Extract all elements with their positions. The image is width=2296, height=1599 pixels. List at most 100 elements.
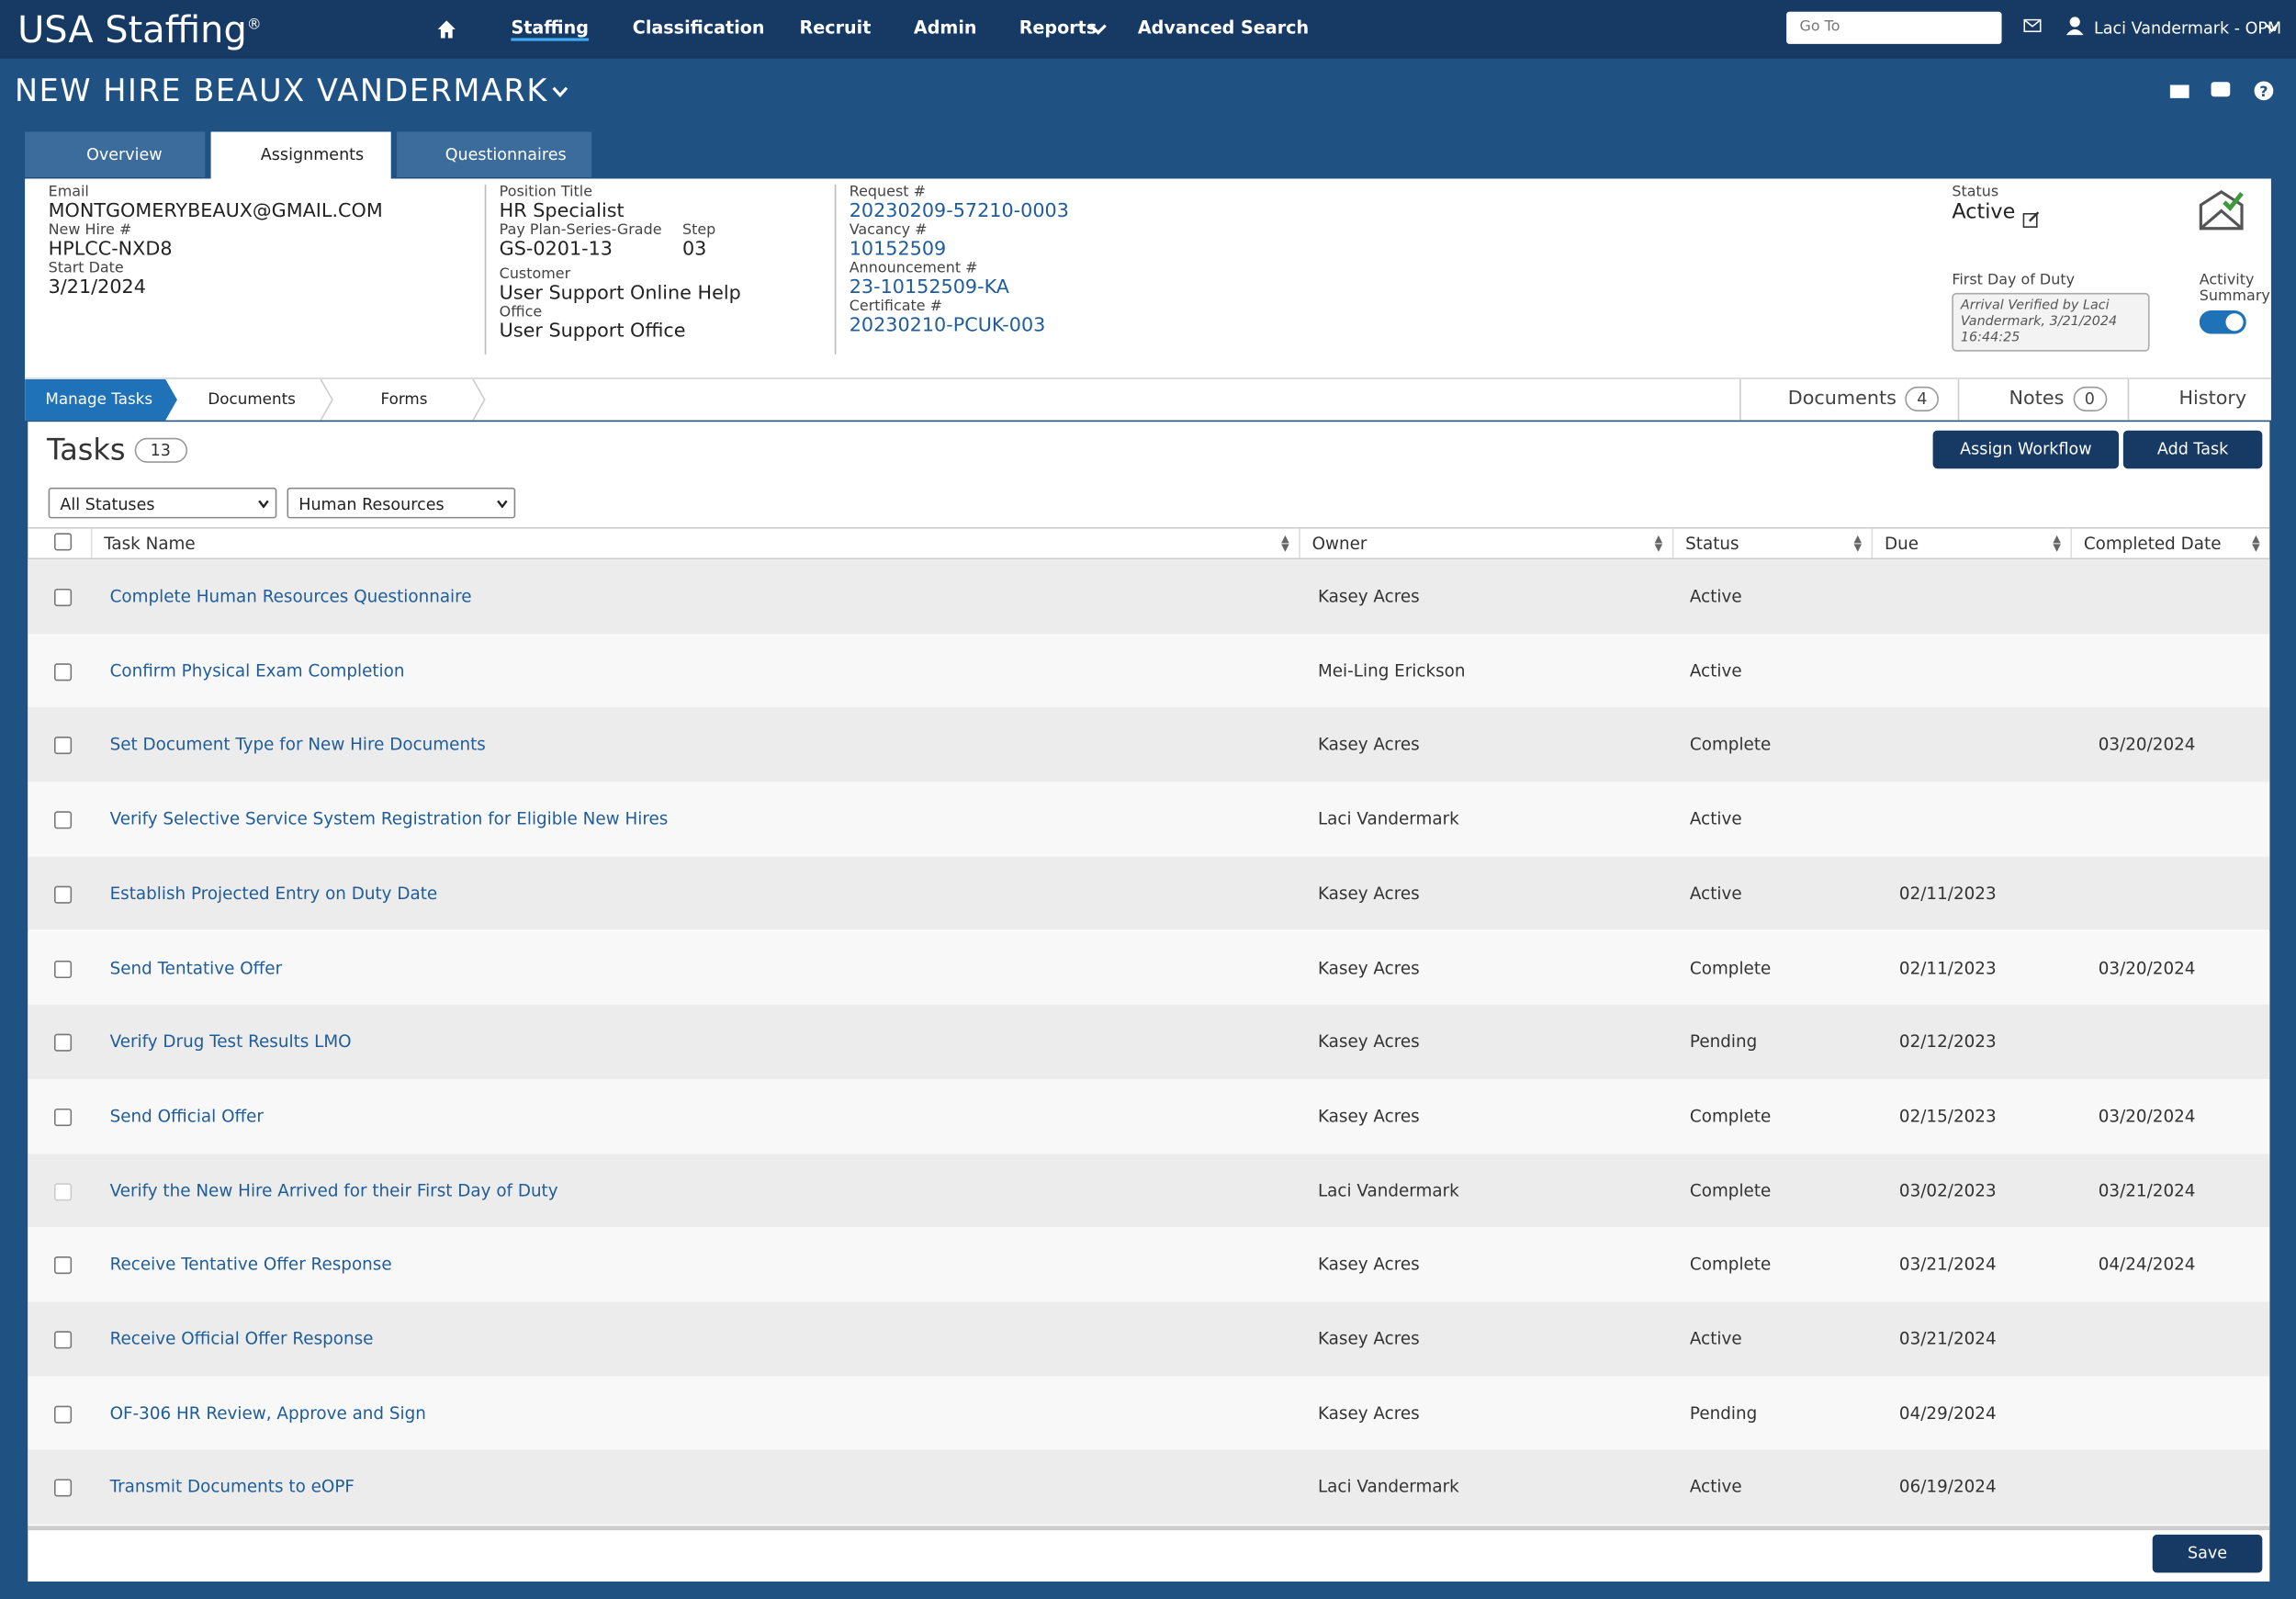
task-row: Send Official Offer Kasey Acres Complete 02…	[28, 1078, 2270, 1154]
task-cell: 03/21/2024	[1898, 1254, 1997, 1275]
row-checkbox[interactable]	[53, 1331, 73, 1349]
row-checkbox[interactable]	[53, 662, 73, 681]
sort-icon[interactable]: ▲ ▼	[1654, 533, 1663, 554]
task-row: Verify Drug Test Results LMO Kasey Acres P…	[28, 1005, 2270, 1079]
info-col: Email MONTGOMERYBEAUX@GMAIL.COM New Hire …	[49, 185, 383, 298]
nav-item[interactable]: Classification	[632, 17, 765, 39]
task-link[interactable]: Verify Drug Test Results LMO	[109, 1030, 352, 1053]
task-cell: Active	[1689, 1476, 1742, 1498]
task-link[interactable]: Verify the New Hire Arrived for their Fi…	[109, 1179, 558, 1200]
subtab-bar: Manage Tasks Documents Forms Documents 4 …	[25, 377, 2271, 421]
home-icon[interactable]	[436, 19, 456, 39]
brand[interactable]: USA Staffing®	[17, 9, 262, 51]
side-tab[interactable]: Notes 0	[1957, 378, 2107, 421]
value: HR Specialist	[499, 200, 625, 223]
row-checkbox[interactable]	[53, 1033, 73, 1053]
row-checkbox[interactable]	[53, 1256, 73, 1275]
header-icons[interactable]: ?	[2168, 81, 2286, 101]
tab-active[interactable]: Assignments	[210, 131, 391, 181]
add-task-button[interactable]: Add Task	[2122, 430, 2263, 469]
task-link[interactable]: Receive Tentative Offer Response	[109, 1254, 392, 1275]
column-header[interactable]: Completed Date	[2070, 528, 2269, 558]
task-cell: Kasey Acres	[1317, 1030, 1420, 1053]
task-link[interactable]: Receive Official Offer Response	[109, 1328, 374, 1349]
column-header[interactable]: Owner	[1299, 528, 1672, 558]
task-link[interactable]: Send Official Offer	[109, 1105, 264, 1126]
label: Pay Plan-Series-Grade	[499, 222, 662, 239]
column-header[interactable]: Task Name	[90, 528, 1299, 558]
task-cell: 04/24/2024	[2098, 1254, 2196, 1275]
task-cell: Mei-Ling Erickson	[1317, 659, 1466, 681]
user-caret[interactable]	[2266, 24, 2279, 33]
subtab[interactable]: Forms	[380, 390, 428, 409]
filter-value: All Statuses	[60, 494, 155, 514]
row-checkbox[interactable]	[53, 960, 73, 978]
title-caret[interactable]	[552, 86, 568, 98]
select-carets	[258, 500, 508, 509]
label: Position Title	[499, 184, 593, 201]
task-link[interactable]: Verify Selective Service System Registra…	[109, 808, 669, 829]
task-cell: Active	[1689, 585, 1742, 607]
row-checkbox[interactable]	[53, 885, 73, 904]
subtab[interactable]: Documents	[208, 390, 296, 409]
sort-icon[interactable]: ▲ ▼	[1853, 533, 1863, 554]
task-link[interactable]: Complete Human Resources Questionnaire	[109, 585, 472, 607]
svg-text:?: ?	[2259, 83, 2268, 100]
subtab[interactable]: Manage Tasks	[45, 390, 153, 409]
assign-workflow-button[interactable]: Assign Workflow	[1932, 430, 2120, 469]
mail-icon[interactable]	[2023, 18, 2042, 33]
link[interactable]: 23-10152509-KA	[849, 276, 1009, 299]
nav-item[interactable]: Admin	[913, 17, 977, 39]
edit-icon[interactable]	[2022, 211, 2040, 229]
link[interactable]: 20230209-57210-0003	[849, 200, 1069, 223]
row-checkbox[interactable]	[53, 1479, 73, 1498]
row-checkbox[interactable]	[53, 588, 73, 607]
tab-label: Overview	[86, 144, 163, 164]
nav-item[interactable]: Recruit	[799, 17, 872, 39]
nav-item[interactable]: Staffing	[511, 17, 589, 41]
row-checkbox[interactable]	[53, 1108, 73, 1126]
side-tab[interactable]: History	[2127, 378, 2246, 421]
task-link[interactable]: Send Tentative Offer	[109, 956, 283, 978]
sort-icon[interactable]: ▲ ▼	[2252, 533, 2260, 554]
link[interactable]: 10152509	[849, 238, 947, 261]
row-checkbox[interactable]	[53, 811, 73, 829]
value: HPLCC-NXD8	[48, 238, 173, 261]
value: GS-0201-13	[499, 238, 613, 261]
link[interactable]: 20230210-PCUK-003	[849, 314, 1046, 337]
user-name[interactable]: Laci Vandermark - OPM	[2093, 18, 2282, 39]
task-link[interactable]: Establish Projected Entry on Duty Date	[109, 883, 438, 904]
task-link[interactable]: OF-306 HR Review, Approve and Sign	[109, 1402, 426, 1424]
side-tab[interactable]: Documents 4	[1739, 378, 1940, 421]
sort-icon[interactable]: ▲ ▼	[2053, 533, 2061, 554]
task-cell: Complete	[1689, 1254, 1772, 1275]
task-row: Establish Projected Entry on Duty Date Ka…	[28, 856, 2270, 931]
filter-value: Human Resources	[298, 494, 445, 514]
row-checkbox[interactable]	[53, 737, 73, 755]
header-checkbox[interactable]	[53, 533, 73, 551]
task-cell: Active	[1689, 883, 1742, 904]
envelope-icon	[2199, 189, 2244, 231]
toggle[interactable]	[2199, 310, 2246, 334]
column-header[interactable]: Due	[1871, 528, 2071, 558]
sort-icon[interactable]: ▲ ▼	[1281, 533, 1289, 554]
task-row: Set Document Type for New Hire Documents…	[28, 707, 2270, 783]
row-checkbox[interactable]	[53, 1405, 73, 1424]
task-link[interactable]: Confirm Physical Exam Completion	[109, 659, 405, 681]
tab[interactable]: Questionnaires	[397, 131, 592, 177]
column-header[interactable]: Status	[1671, 528, 1872, 558]
task-cell: Kasey Acres	[1317, 1105, 1420, 1126]
group-filter[interactable]: Human Resources	[287, 487, 516, 519]
task-cell: Laci Vandermark	[1317, 808, 1459, 829]
tab[interactable]: Overview	[25, 131, 206, 177]
nav-item[interactable]: Advanced Search	[1137, 17, 1310, 39]
task-cell: 04/29/2024	[1898, 1402, 1997, 1424]
task-row: Receive Tentative Offer Response Kasey Ac…	[28, 1227, 2270, 1302]
task-link[interactable]: Transmit Documents to eOPF	[109, 1476, 355, 1498]
status-filter[interactable]: All Statuses	[48, 487, 277, 519]
task-link[interactable]: Set Document Type for New Hire Documents	[109, 734, 486, 755]
save-button[interactable]: Save	[2152, 1534, 2263, 1573]
search-box[interactable]: Go To	[1786, 11, 2002, 44]
task-cell: Complete	[1689, 1105, 1772, 1126]
nav-item[interactable]: Reports	[1019, 17, 1097, 39]
